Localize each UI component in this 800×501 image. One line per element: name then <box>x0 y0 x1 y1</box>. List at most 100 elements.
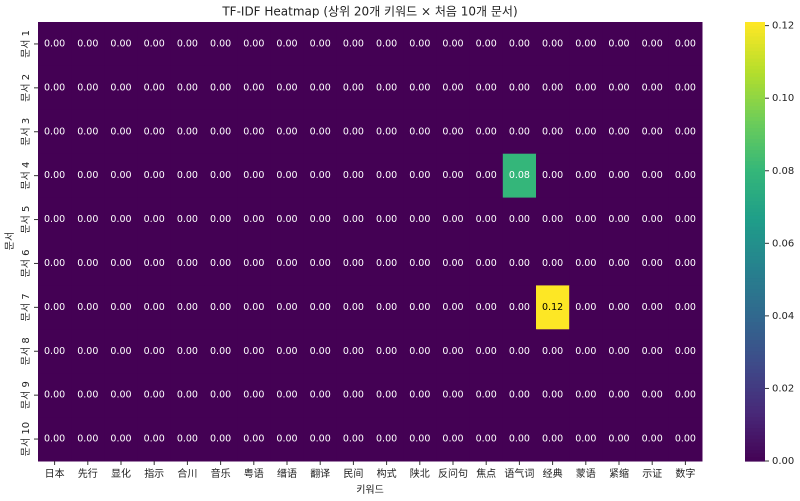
heatmap-cell <box>403 109 437 155</box>
cell-label: 0.00 <box>575 214 596 225</box>
heatmap-cell <box>104 417 139 462</box>
cell-label: 0.00 <box>542 126 563 137</box>
cell-label: 0.00 <box>110 390 131 401</box>
cell-label: 0.00 <box>276 302 297 313</box>
cell-label: 0.00 <box>409 434 430 445</box>
cell-label: 0.00 <box>442 258 463 269</box>
cell-label: 0.00 <box>608 170 629 181</box>
heatmap-cell <box>303 65 338 111</box>
heatmap-cell <box>137 153 172 199</box>
colorbar-slice <box>745 51 765 56</box>
x-tick-label: 指示 <box>144 467 164 480</box>
cell-label: 0.00 <box>177 38 198 49</box>
cell-label: 0.00 <box>476 346 497 357</box>
heatmap-cell <box>602 153 637 199</box>
heatmap-cell <box>403 373 437 418</box>
heatmap-cell <box>602 417 637 462</box>
colorbar-slice <box>745 109 765 115</box>
x-tick-label: 缙语 <box>277 467 297 480</box>
heatmap-cell <box>403 22 437 67</box>
heatmap-cell <box>602 22 637 67</box>
cell-label: 0.00 <box>409 214 430 225</box>
cell-label: 0.00 <box>476 170 497 181</box>
x-tick-label: 显化 <box>111 467 131 480</box>
cell-label: 0.00 <box>243 126 264 137</box>
colorbar-slice <box>745 321 765 327</box>
cell-label: 0.00 <box>409 302 430 313</box>
colorbar-slice <box>745 73 765 78</box>
cell-label: 0.00 <box>110 170 131 181</box>
x-tick-label: 构式 <box>377 467 397 480</box>
heatmap-cell <box>536 197 570 242</box>
colorbar-slice <box>745 420 765 426</box>
colorbar-slice <box>745 391 765 396</box>
cell-label: 0.00 <box>110 346 131 357</box>
colorbar-slice <box>745 303 765 308</box>
heatmap-cell <box>336 22 371 67</box>
heatmap-cell <box>303 22 338 67</box>
cell-label: 0.00 <box>608 82 629 93</box>
y-tick-label: 문서 2 <box>20 74 32 102</box>
heatmap-cell <box>204 153 238 199</box>
x-tick-label: 数字 <box>675 467 695 480</box>
colorbar-tick-label: 0.12 <box>772 21 794 32</box>
colorbar-slice <box>745 395 765 400</box>
cell-label: 0.00 <box>310 82 331 93</box>
heatmap-cell <box>436 373 471 418</box>
cell-label: 0.00 <box>210 346 231 357</box>
heatmap-cell <box>336 329 371 374</box>
colorbar-slice <box>745 450 765 455</box>
heatmap-cell <box>170 373 205 418</box>
colorbar-slice <box>745 142 765 147</box>
colorbar-slice <box>745 150 765 155</box>
heatmap-cell <box>635 285 670 330</box>
colorbar-slice <box>745 153 765 158</box>
colorbar-slice <box>745 168 765 173</box>
heatmap-cell <box>270 153 305 199</box>
cell-label: 0.00 <box>310 214 331 225</box>
colorbar-slice <box>745 43 765 49</box>
cell-label: 0.00 <box>509 82 530 93</box>
heatmap-cell <box>436 241 471 286</box>
colorbar-slice <box>745 62 765 67</box>
heatmap-cell <box>602 65 637 111</box>
heatmap-cell <box>104 153 139 199</box>
heatmap-cell <box>602 285 637 330</box>
colorbar-slice <box>745 245 765 250</box>
cell-label: 0.00 <box>409 170 430 181</box>
heatmap-cell <box>502 22 537 67</box>
heatmap-cell <box>436 329 471 374</box>
colorbar-slice <box>745 215 765 221</box>
cell-label: 0.00 <box>177 302 198 313</box>
y-tick-label: 문서 1 <box>20 30 32 58</box>
colorbar-slice <box>745 369 765 374</box>
cell-label: 0.00 <box>44 434 65 445</box>
cell-label: 0.00 <box>276 126 297 137</box>
heatmap-cell <box>668 373 703 418</box>
cell-label: 0.00 <box>542 346 563 357</box>
cell-label: 0.00 <box>642 434 663 445</box>
cell-label: 0.00 <box>442 38 463 49</box>
heatmap-cell <box>602 373 637 418</box>
colorbar-slice <box>745 146 765 151</box>
colorbar-slice <box>745 292 765 297</box>
heatmap-cell <box>170 197 205 242</box>
heatmap-cell <box>204 65 238 111</box>
cell-label: 0.00 <box>442 390 463 401</box>
chart-title: TF-IDF Heatmap (상위 20개 키워드 × 처음 10개 문서) <box>221 5 517 19</box>
colorbar-tick-label: 0.10 <box>772 93 794 104</box>
colorbar-slice <box>745 76 765 82</box>
cell-label: 0.00 <box>276 214 297 225</box>
colorbar-slice <box>745 128 765 133</box>
cell-label: 0.00 <box>144 82 165 93</box>
cell-label: 0.00 <box>276 258 297 269</box>
cell-label: 0.00 <box>608 434 629 445</box>
heatmap-cell <box>502 329 537 374</box>
cell-label: 0.00 <box>642 170 663 181</box>
colorbar-tick-label: 0.06 <box>772 238 794 249</box>
heatmap-cell <box>104 65 139 111</box>
colorbar-slice <box>745 164 765 169</box>
cell-label: 0.00 <box>343 346 364 357</box>
cell-label: 0.00 <box>542 38 563 49</box>
